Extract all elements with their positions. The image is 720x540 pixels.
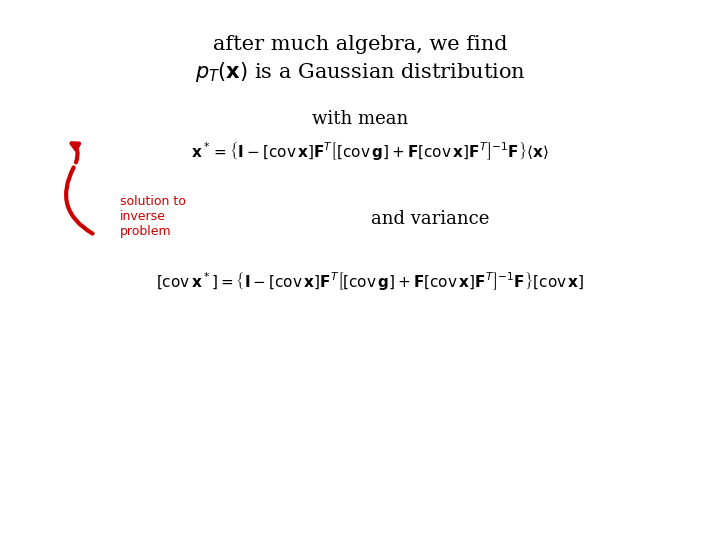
Text: with mean: with mean (312, 110, 408, 128)
Text: $[\mathrm{cov}\,\mathbf{x}^*] = \left\{\mathbf{I} - [\mathrm{cov}\,\mathbf{x}]\m: $[\mathrm{cov}\,\mathbf{x}^*] = \left\{\… (156, 270, 584, 292)
Text: and variance: and variance (371, 210, 489, 228)
Text: solution to
inverse
problem: solution to inverse problem (120, 195, 186, 238)
Text: $\mathbf{x}^* = \left\{\mathbf{I} - [\mathrm{cov}\,\mathbf{x}]\mathbf{F}^T\left[: $\mathbf{x}^* = \left\{\mathbf{I} - [\ma… (191, 140, 549, 162)
Text: after much algebra, we find: after much algebra, we find (212, 35, 508, 54)
Text: $p_T(\mathbf{x})$ is a Gaussian distribution: $p_T(\mathbf{x})$ is a Gaussian distribu… (194, 60, 526, 84)
